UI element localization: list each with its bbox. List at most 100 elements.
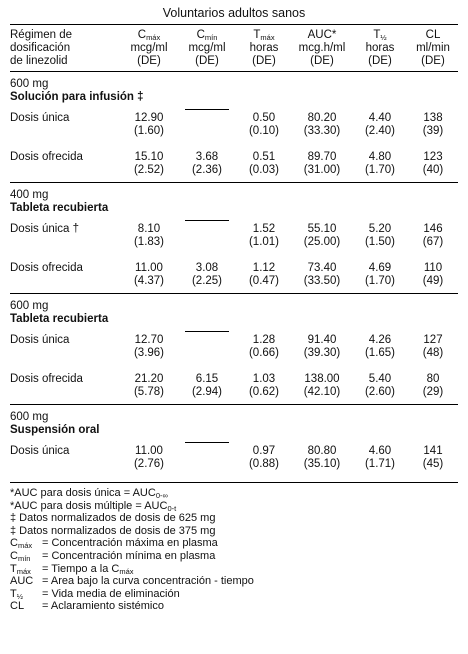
value-cell: 1.03 (0.62) [236, 365, 292, 405]
std-dev: (33.30) [303, 125, 341, 137]
std-dev: (2.60) [364, 386, 396, 398]
std-dev: (2.40) [364, 125, 396, 137]
dose: 400 mg [10, 189, 49, 201]
header-line: dosificación [10, 42, 71, 54]
row-label: Dosis única [10, 334, 70, 346]
std-dev: (1.71) [364, 458, 396, 470]
header-symbol: Cmáx [120, 29, 178, 42]
table: Régimen de dosificación de linezolid Cmáx mc… [10, 25, 458, 476]
form: Solución para infusión ‡ [10, 91, 144, 103]
form: Tableta recubierta [10, 313, 109, 325]
std-dev: (49) [422, 275, 444, 287]
data-row: Dosis única 11.00 (2.76) 0.97 (0.88) 80.80 (35… [10, 437, 458, 476]
data-row: Dosis ofrecida 21.20 (5.78) 6.15 (2.94) 1.03(… [10, 365, 458, 405]
header-line: (DE) [310, 55, 334, 67]
value-cell: 4.60 (1.71) [352, 437, 408, 476]
term: CL [10, 600, 42, 613]
term-symbol: T [10, 562, 17, 575]
header-symbol: CL [408, 29, 458, 42]
value: 5.40 [368, 373, 392, 385]
value-cell: 5.40 (2.60) [352, 365, 408, 405]
value: 3.68 [195, 151, 219, 163]
value: 11.00 [135, 445, 163, 457]
footnote: *AUC para dosis única = AUC0-∞ [10, 487, 458, 500]
value: 1.03 [252, 373, 276, 385]
term: Tmáx [10, 563, 42, 576]
value-cell: 3.08 (2.25) [178, 254, 236, 294]
value-cell: 123 (40) [408, 143, 458, 183]
header-line: (DE) [368, 55, 392, 67]
group-row: 600 mg Tableta recubierta [10, 293, 458, 326]
value-cell: 55.10 (25.00) [292, 215, 352, 254]
term-subscript: máx [17, 541, 33, 551]
value-cell: 89.70 (31.00) [292, 143, 352, 183]
value-cell: 0.97 (0.88) [236, 437, 292, 476]
value-cell: 127 (48) [408, 326, 458, 365]
definition: Cmín = Concentración mínima en plasma [10, 550, 458, 563]
footnotes: *AUC para dosis única = AUC0-∞ *AUC para … [10, 482, 458, 613]
value-cell: 11.00 (2.76) [120, 437, 178, 476]
symbol: C [137, 29, 147, 41]
header-cell: CL ml/min (DE) [408, 25, 458, 72]
term-subscript: máx [16, 566, 31, 576]
value-cell: 73.40 (33.50) [292, 254, 352, 294]
header-line: (DE) [421, 55, 445, 67]
value: 110 [423, 262, 443, 274]
value-cell: 80.80 (35.10) [292, 437, 352, 476]
term: AUC [10, 575, 42, 588]
value-cell: 4.69 (1.70) [352, 254, 408, 294]
std-dev: (1.70) [364, 275, 396, 287]
symbol: T [373, 29, 381, 41]
std-dev: (4.37) [133, 275, 165, 287]
std-dev: (1.50) [364, 236, 396, 248]
symbol: C [196, 29, 205, 41]
footnote-text: ‡ Datos normalizados de dosis de 375 mg [10, 524, 216, 537]
std-dev: (35.10) [303, 458, 341, 470]
value-cell: 80.20 (33.30) [292, 104, 352, 143]
term-symbol: AUC [10, 575, 34, 588]
value: 0.51 [252, 151, 276, 163]
value: 141 [423, 445, 443, 457]
std-dev: (2.76) [133, 458, 165, 470]
group-cell: 600 mg Tableta recubierta [10, 293, 458, 326]
term-subscript: mín [17, 553, 31, 563]
value: 138 [423, 112, 443, 124]
empty-dash [185, 442, 229, 443]
value-cell: 138 (39) [408, 104, 458, 143]
footnote-text: ‡ Datos normalizados de dosis de 625 mg [10, 512, 216, 525]
std-dev: (67) [422, 236, 444, 248]
value-cell: 138.00 (42.10) [292, 365, 352, 405]
value: 55.10 [307, 223, 337, 235]
std-dev: (2.94) [191, 386, 223, 398]
value: 4.26 [368, 334, 392, 346]
value: 0.50 [252, 112, 276, 124]
form: Suspensión oral [10, 424, 100, 436]
header-line: (DE) [137, 55, 161, 67]
data-row: Dosis ofrecida 11.00 (4.37) 3.08 (2.25) 1.12(… [10, 254, 458, 294]
symbol-subscript: máx [146, 33, 161, 42]
value: 89.70 [307, 151, 337, 163]
header-symbol: Tmáx [236, 29, 292, 42]
term: Cmáx [10, 537, 42, 550]
form: Tableta recubierta [10, 202, 109, 214]
row-label: Dosis única [10, 112, 70, 124]
symbol: T [253, 29, 261, 41]
group-cell: 600 mg Solución para infusión ‡ [10, 72, 458, 105]
data-row: Dosis única † 8.10 (1.83) 1.52 (1.01) 55.10 (2… [10, 215, 458, 254]
footnote-text: *AUC para dosis múltiple = AUC [10, 499, 168, 512]
std-dev: (48) [422, 347, 444, 359]
row-label: Dosis ofrecida [10, 262, 83, 274]
std-dev: (0.47) [248, 275, 280, 287]
symbol-subscript: mín [204, 33, 218, 42]
value-cell [178, 104, 236, 143]
footnote-subscript: 0-∞ [155, 491, 168, 500]
header-line: horas [365, 42, 395, 54]
header-line: (DE) [252, 55, 276, 67]
group-cell: 400 mg Tableta recubierta [10, 182, 458, 215]
empty-dash [185, 331, 229, 332]
value: 15.10 [134, 151, 164, 163]
std-dev: (0.62) [248, 386, 280, 398]
header-cell: Régimen de dosificación de linezolid [10, 25, 120, 72]
std-dev: (3.96) [133, 347, 165, 359]
